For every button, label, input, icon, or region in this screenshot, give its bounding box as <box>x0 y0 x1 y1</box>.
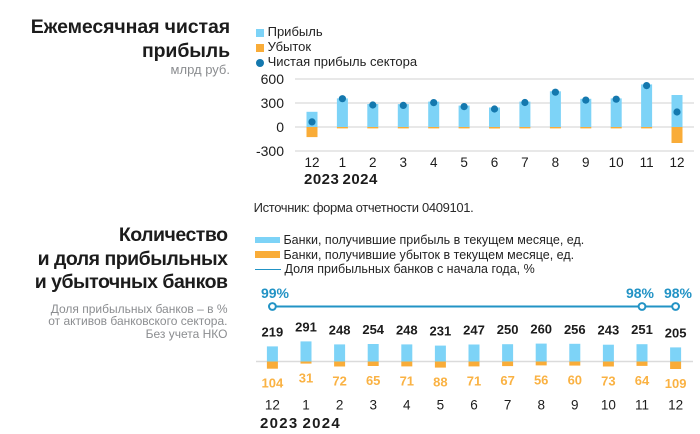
svg-text:4: 4 <box>403 398 411 413</box>
svg-text:247: 247 <box>463 323 485 338</box>
svg-text:2023: 2023 <box>260 415 299 432</box>
svg-text:12: 12 <box>265 398 280 413</box>
svg-text:60: 60 <box>568 373 582 388</box>
svg-text:11: 11 <box>640 155 654 170</box>
svg-text:260: 260 <box>530 322 552 337</box>
svg-text:9: 9 <box>571 398 579 413</box>
svg-text:11: 11 <box>635 398 649 413</box>
svg-text:6: 6 <box>491 155 499 170</box>
svg-text:3: 3 <box>369 398 377 413</box>
svg-text:56: 56 <box>534 372 548 387</box>
svg-text:231: 231 <box>430 324 452 339</box>
svg-text:256: 256 <box>564 322 586 337</box>
svg-text:2024: 2024 <box>343 171 379 188</box>
svg-text:9: 9 <box>582 155 590 170</box>
svg-text:7: 7 <box>521 155 529 170</box>
svg-text:5: 5 <box>460 155 468 170</box>
svg-text:2: 2 <box>336 398 344 413</box>
svg-text:-300: -300 <box>256 143 284 159</box>
svg-text:254: 254 <box>362 322 384 337</box>
svg-text:1: 1 <box>302 398 310 413</box>
svg-text:6: 6 <box>470 398 478 413</box>
svg-text:67: 67 <box>500 373 514 388</box>
svg-text:99%: 99% <box>261 285 290 301</box>
svg-text:10: 10 <box>601 398 616 413</box>
svg-text:10: 10 <box>609 155 624 170</box>
svg-text:73: 73 <box>601 374 615 389</box>
svg-text:243: 243 <box>598 323 620 338</box>
svg-text:3: 3 <box>400 155 408 170</box>
svg-text:4: 4 <box>430 155 438 170</box>
svg-text:72: 72 <box>332 374 346 389</box>
svg-text:5: 5 <box>437 398 445 413</box>
svg-text:205: 205 <box>665 325 687 340</box>
svg-text:8: 8 <box>552 155 560 170</box>
svg-text:300: 300 <box>261 95 285 111</box>
svg-text:1: 1 <box>339 155 347 170</box>
svg-text:2023: 2023 <box>304 171 339 188</box>
svg-text:219: 219 <box>262 324 284 339</box>
svg-text:109: 109 <box>665 376 687 391</box>
svg-text:2024: 2024 <box>303 415 342 432</box>
svg-text:600: 600 <box>261 71 285 87</box>
svg-text:291: 291 <box>295 319 317 334</box>
svg-text:250: 250 <box>497 322 519 337</box>
svg-text:65: 65 <box>366 373 380 388</box>
svg-text:31: 31 <box>299 371 313 386</box>
svg-text:71: 71 <box>400 373 414 388</box>
svg-text:12: 12 <box>668 398 683 413</box>
svg-text:12: 12 <box>669 155 684 170</box>
svg-text:248: 248 <box>329 322 351 337</box>
svg-text:98%: 98% <box>626 285 655 301</box>
svg-text:98%: 98% <box>664 285 693 301</box>
svg-text:88: 88 <box>433 375 447 390</box>
svg-text:104: 104 <box>262 376 284 391</box>
svg-text:71: 71 <box>467 373 481 388</box>
svg-text:64: 64 <box>635 373 650 388</box>
svg-text:8: 8 <box>537 398 545 413</box>
svg-text:2: 2 <box>369 155 377 170</box>
svg-text:0: 0 <box>276 119 284 135</box>
svg-text:248: 248 <box>396 322 418 337</box>
svg-text:251: 251 <box>631 322 653 337</box>
svg-text:12: 12 <box>304 155 319 170</box>
svg-text:7: 7 <box>504 398 512 413</box>
